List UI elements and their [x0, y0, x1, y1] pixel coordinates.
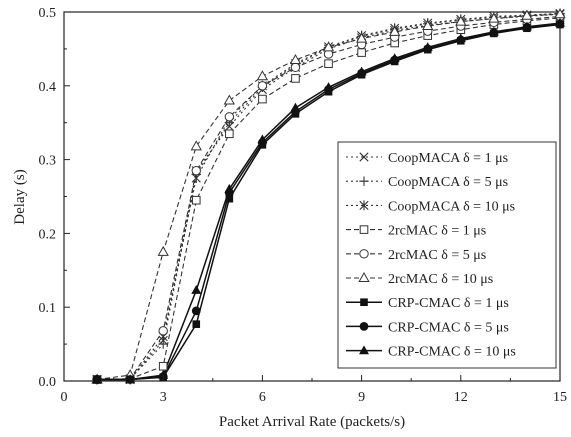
y-tick-label: 0.1 — [39, 301, 57, 316]
data-point — [290, 102, 301, 112]
data-point — [190, 140, 202, 151]
data-point — [290, 62, 301, 73]
data-point — [455, 33, 466, 43]
y-tick-label: 0.5 — [39, 6, 57, 21]
x-tick-label: 3 — [160, 390, 167, 405]
data-point — [125, 374, 136, 384]
data-point — [289, 53, 302, 64]
data-point — [258, 94, 267, 104]
legend-marker-7 — [360, 298, 368, 306]
data-point — [291, 74, 300, 83]
data-point — [224, 183, 235, 193]
series-markers — [91, 8, 566, 385]
data-point — [356, 66, 367, 76]
data-point — [257, 81, 268, 91]
legend-label-1: CoopMACA δ = 1 μs — [388, 151, 508, 166]
data-point — [555, 17, 565, 27]
data-point — [223, 94, 235, 105]
data-point — [488, 26, 499, 36]
y-tick-label: 0.4 — [39, 80, 57, 95]
x-axis-ticks: 0 3 6 9 12 15 — [61, 375, 567, 405]
y-axis-label: Delay (s) — [12, 169, 28, 224]
y-tick-label: 0.0 — [39, 375, 57, 390]
data-point — [191, 195, 201, 205]
data-point — [521, 21, 532, 31]
y-tick-label: 0.3 — [39, 154, 57, 169]
legend-marker-2 — [359, 176, 369, 186]
data-point — [422, 20, 434, 31]
x-tick-label: 6 — [259, 390, 266, 405]
data-point — [225, 194, 234, 203]
data-point — [357, 48, 366, 57]
data-point — [488, 12, 500, 23]
data-point — [191, 165, 201, 176]
legend-marker-4 — [359, 225, 369, 234]
data-point — [389, 53, 400, 63]
legend-marker-5 — [359, 249, 369, 259]
y-tick-label: 0.2 — [39, 227, 57, 242]
legend-marker-9 — [359, 345, 369, 355]
data-point — [324, 59, 333, 68]
legend: CoopMACA δ = 1 μs CoopMACA δ = 5 μs CoopMA… — [337, 141, 557, 369]
x-axis-label: Packet Arrival Rate (packets/s) — [219, 414, 405, 430]
data-point — [455, 15, 467, 26]
legend-marker-6 — [358, 271, 370, 282]
data-point — [192, 320, 201, 328]
legend-label-2: CoopMACA δ = 5 μs — [388, 175, 508, 190]
data-point — [355, 32, 368, 43]
legend-label-4: 2rcMAC δ = 1 μs — [388, 224, 486, 239]
y-axis-ticks: 0.0 0.1 0.2 0.3 0.4 0.5 — [39, 6, 70, 390]
data-point — [158, 326, 168, 336]
x-tick-label: 15 — [553, 390, 567, 405]
legend-box — [337, 141, 557, 369]
data-point — [322, 41, 335, 52]
data-point — [422, 42, 433, 52]
legend-marker-3 — [359, 200, 369, 211]
data-point — [191, 285, 202, 294]
legend-label-8: CRP-CMAC δ = 5 μs — [388, 320, 509, 335]
legend-label-6: 2rcMAC δ = 10 μs — [388, 272, 493, 287]
legend-marker-1 — [359, 152, 369, 162]
x-tick-label: 9 — [358, 390, 365, 405]
legend-label-3: CoopMACA δ = 10 μs — [388, 199, 515, 214]
data-point — [158, 369, 169, 379]
legend-label-9: CRP-CMAC δ = 10 μs — [388, 345, 516, 360]
data-point — [191, 306, 201, 316]
data-point — [257, 134, 268, 144]
legend-label-5: 2rcMAC δ = 5 μs — [388, 248, 486, 263]
data-point — [224, 112, 235, 122]
data-point — [256, 70, 269, 81]
data-point — [225, 129, 234, 139]
data-point — [157, 245, 169, 256]
x-tick-label: 0 — [61, 390, 68, 405]
legend-marker-8 — [359, 322, 369, 331]
data-point — [92, 374, 103, 384]
data-point — [158, 361, 168, 371]
data-point — [389, 25, 401, 36]
data-point — [323, 82, 334, 91]
legend-label-7: CRP-CMAC δ = 1 μs — [388, 296, 509, 311]
data-point — [521, 9, 533, 20]
data-point — [554, 8, 566, 19]
x-tick-label: 12 — [454, 390, 468, 405]
